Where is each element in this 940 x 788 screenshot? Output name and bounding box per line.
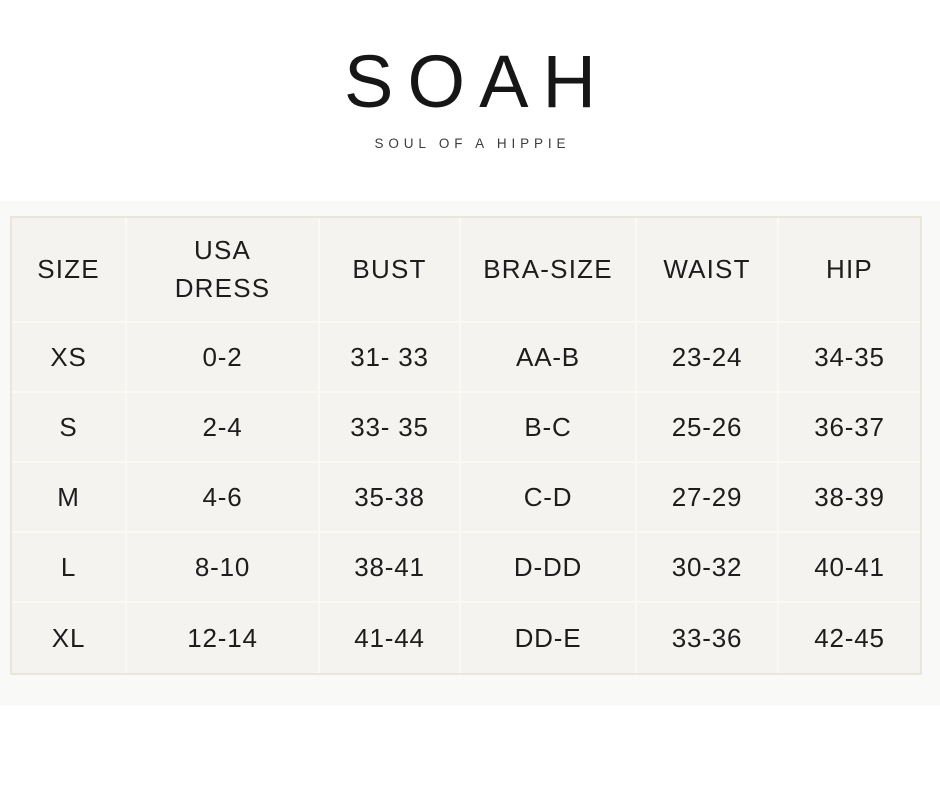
measurement-cell: 27-29 [637, 463, 779, 533]
measurement-cell: 31- 33 [320, 323, 461, 393]
column-header: BUST [320, 218, 461, 323]
measurement-cell: 2-4 [127, 393, 320, 463]
size-label-cell: S [12, 393, 127, 463]
size-chart-section: SIZE USA DRESS BUST BRA-SIZE WAIST HIP XS 0-2 3… [0, 201, 940, 705]
table-header-row: SIZE USA DRESS BUST BRA-SIZE WAIST HIP [12, 218, 920, 323]
measurement-cell: B-C [461, 393, 637, 463]
measurement-cell: 35-38 [320, 463, 461, 533]
column-header: SIZE [12, 218, 127, 323]
measurement-cell: DD-E [461, 603, 637, 673]
table-row: XL 12-14 41-44 DD-E 33-36 42-45 [12, 603, 920, 673]
table-body: XS 0-2 31- 33 AA-B 23-24 34-35 S 2-4 33- 35 B-C 25… [12, 323, 920, 673]
measurement-cell: 41-44 [320, 603, 461, 673]
measurement-cell: 30-32 [637, 533, 779, 603]
column-header: USA DRESS [127, 218, 320, 323]
measurement-cell: C-D [461, 463, 637, 533]
table-row: M 4-6 35-38 C-D 27-29 38-39 [12, 463, 920, 533]
table-row: XS 0-2 31- 33 AA-B 23-24 34-35 [12, 323, 920, 393]
brand-logo: SOAH SOUL OF A HIPPIE [0, 0, 940, 152]
measurement-cell: 33-36 [637, 603, 779, 673]
measurement-cell: 40-41 [779, 533, 920, 603]
column-header: HIP [779, 218, 920, 323]
measurement-cell: 12-14 [127, 603, 320, 673]
size-label-cell: XL [12, 603, 127, 673]
measurement-cell: D-DD [461, 533, 637, 603]
brand-tagline: SOUL OF A HIPPIE [374, 136, 571, 151]
measurement-cell: 8-10 [127, 533, 320, 603]
size-label-cell: L [12, 533, 127, 603]
brand-name: SOAH [344, 40, 610, 123]
measurement-cell: 38-39 [779, 463, 920, 533]
column-header: BRA-SIZE [461, 218, 637, 323]
measurement-cell: 4-6 [127, 463, 320, 533]
size-guide-page: SOAH SOUL OF A HIPPIE SIZE USA DRESS BUST B… [0, 0, 940, 705]
measurement-cell: 25-26 [637, 393, 779, 463]
measurement-cell: 42-45 [779, 603, 920, 673]
column-header: WAIST [637, 218, 779, 323]
measurement-cell: 33- 35 [320, 393, 461, 463]
measurement-cell: 36-37 [779, 393, 920, 463]
size-label-cell: M [12, 463, 127, 533]
table-row: L 8-10 38-41 D-DD 30-32 40-41 [12, 533, 920, 603]
measurement-cell: 0-2 [127, 323, 320, 393]
measurement-cell: 34-35 [779, 323, 920, 393]
size-label-cell: XS [12, 323, 127, 393]
size-chart-table: SIZE USA DRESS BUST BRA-SIZE WAIST HIP XS 0-2 3… [10, 216, 922, 675]
measurement-cell: AA-B [461, 323, 637, 393]
measurement-cell: 23-24 [637, 323, 779, 393]
measurement-cell: 38-41 [320, 533, 461, 603]
table-row: S 2-4 33- 35 B-C 25-26 36-37 [12, 393, 920, 463]
